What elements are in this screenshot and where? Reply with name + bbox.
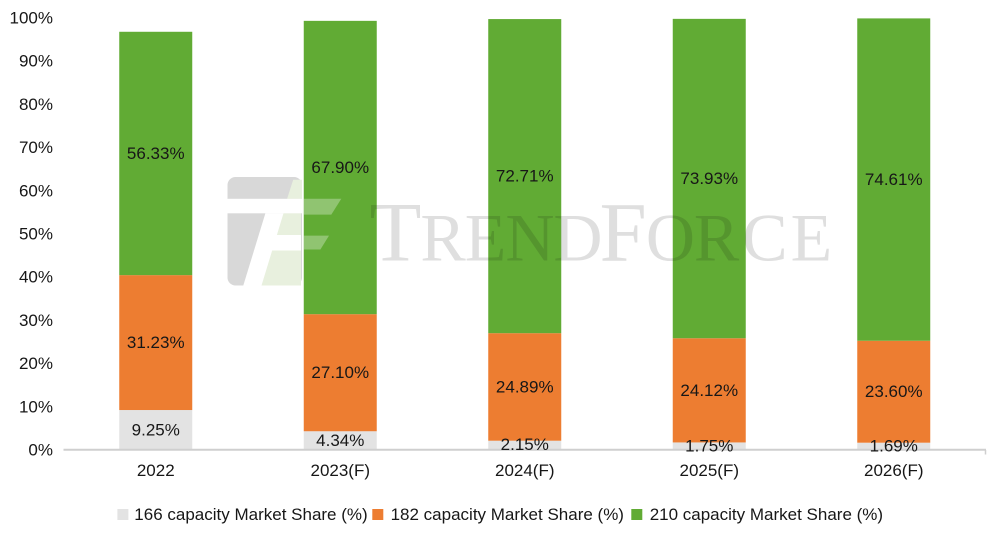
svg-text:10%: 10% bbox=[19, 397, 53, 416]
svg-text:60%: 60% bbox=[19, 181, 53, 200]
svg-text:210 capacity Market Share (%): 210 capacity Market Share (%) bbox=[650, 505, 883, 524]
svg-text:56.33%: 56.33% bbox=[127, 144, 185, 163]
svg-text:166 capacity Market Share (%): 166 capacity Market Share (%) bbox=[134, 505, 367, 524]
svg-text:30%: 30% bbox=[19, 311, 53, 330]
svg-text:2024(F): 2024(F) bbox=[495, 461, 555, 480]
svg-text:40%: 40% bbox=[19, 268, 53, 287]
svg-text:50%: 50% bbox=[19, 225, 53, 244]
svg-text:4.34%: 4.34% bbox=[316, 431, 364, 450]
svg-text:2023(F): 2023(F) bbox=[310, 461, 370, 480]
svg-text:1.69%: 1.69% bbox=[870, 437, 918, 456]
svg-text:73.93%: 73.93% bbox=[680, 169, 738, 188]
svg-text:182 capacity Market Share (%): 182 capacity Market Share (%) bbox=[391, 505, 624, 524]
svg-text:9.25%: 9.25% bbox=[132, 421, 180, 440]
svg-text:100%: 100% bbox=[10, 9, 53, 28]
svg-text:20%: 20% bbox=[19, 354, 53, 373]
svg-text:2026(F): 2026(F) bbox=[864, 461, 924, 480]
svg-text:27.10%: 27.10% bbox=[311, 363, 369, 382]
svg-text:67.90%: 67.90% bbox=[311, 158, 369, 177]
svg-text:24.12%: 24.12% bbox=[680, 381, 738, 400]
svg-text:80%: 80% bbox=[19, 95, 53, 114]
svg-text:2.15%: 2.15% bbox=[501, 435, 549, 454]
svg-text:72.71%: 72.71% bbox=[496, 167, 554, 186]
svg-text:70%: 70% bbox=[19, 138, 53, 157]
svg-text:23.60%: 23.60% bbox=[865, 382, 923, 401]
svg-text:74.61%: 74.61% bbox=[865, 170, 923, 189]
svg-text:90%: 90% bbox=[19, 52, 53, 71]
svg-text:TRENDFORCE: TRENDFORCE bbox=[370, 186, 832, 280]
svg-text:1.75%: 1.75% bbox=[685, 436, 733, 455]
svg-text:0%: 0% bbox=[28, 441, 53, 460]
svg-text:2022: 2022 bbox=[137, 461, 175, 480]
svg-text:2025(F): 2025(F) bbox=[679, 461, 739, 480]
svg-text:31.23%: 31.23% bbox=[127, 333, 185, 352]
svg-text:24.89%: 24.89% bbox=[496, 378, 554, 397]
